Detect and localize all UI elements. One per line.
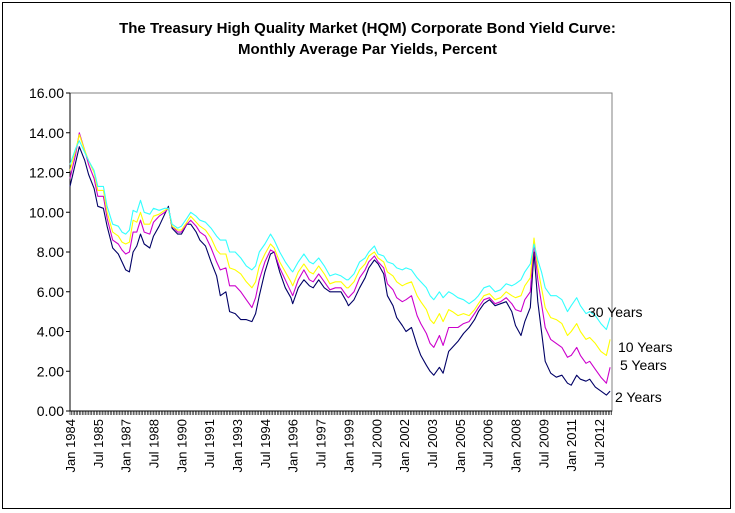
x-tick-label: Jan 1999 [341, 419, 356, 473]
chart-subtitle: Monthly Average Par Yields, Percent [238, 41, 497, 58]
y-tick-label: 12.00 [29, 165, 64, 181]
x-tick-label: Jul 1988 [147, 419, 162, 468]
chart-title-block: The Treasury High Quality Market (HQM) C… [0, 18, 735, 60]
y-tick-label: 10.00 [29, 204, 64, 220]
x-tick-label: Jul 1994 [258, 419, 273, 468]
series-line-10-years [69, 134, 611, 356]
series-label: 10 Years [618, 339, 673, 355]
x-tick-label: Jul 1985 [91, 419, 106, 468]
x-tick-label: Jul 2009 [536, 419, 551, 468]
series-label: 5 Years [620, 357, 667, 373]
x-tick-label: Jul 2006 [481, 419, 496, 468]
series-label: 30 Years [588, 304, 643, 320]
x-tick-label: Jul 1997 [314, 419, 329, 468]
x-tick-label: Jul 2000 [369, 419, 384, 468]
x-tick-label: Jan 1996 [286, 419, 301, 473]
x-tick-label: Jul 1991 [202, 419, 217, 468]
series-label: 2 Years [615, 389, 662, 405]
series-line-2-years [69, 146, 611, 396]
x-tick-label: Jan 2005 [453, 419, 468, 473]
y-tick-label: 0.00 [37, 403, 64, 419]
x-tick-label: Jan 1990 [174, 419, 189, 473]
series-layer [69, 132, 611, 396]
y-tick-label: 14.00 [29, 125, 64, 141]
x-tick-label: Jan 1987 [119, 419, 134, 473]
y-tick-label: 16.00 [29, 85, 64, 101]
chart-title: The Treasury High Quality Market (HQM) C… [119, 20, 616, 37]
y-tick-label: 2.00 [37, 363, 64, 379]
x-tick-label: Jan 1984 [63, 419, 78, 473]
series-line-30-years [69, 140, 611, 331]
x-tick-label: Jan 2002 [397, 419, 412, 473]
x-tick-label: Jul 2003 [425, 419, 440, 468]
plot-area [69, 92, 613, 412]
x-tick-label: Jan 1993 [230, 419, 245, 473]
x-tick-label: Jul 2012 [592, 419, 607, 468]
x-axis: Jan 1984 Jul 1985 Jan 1987 Jul 1988 Jan 1990… [63, 410, 612, 473]
x-tick-label: Jan 2008 [508, 419, 523, 473]
y-axis: 0.00 2.00 4.00 6.00 8.00 10.00 12.00 14.00 16.00 [29, 85, 71, 419]
x-tick-label: Jan 2011 [564, 419, 579, 472]
y-tick-label: 8.00 [37, 244, 64, 260]
y-tick-label: 6.00 [37, 284, 64, 300]
series-labels: 30 Years 10 Years 5 Years 2 Years [588, 304, 673, 405]
series-line-5-years [69, 132, 611, 384]
y-tick-label: 4.00 [37, 324, 64, 340]
